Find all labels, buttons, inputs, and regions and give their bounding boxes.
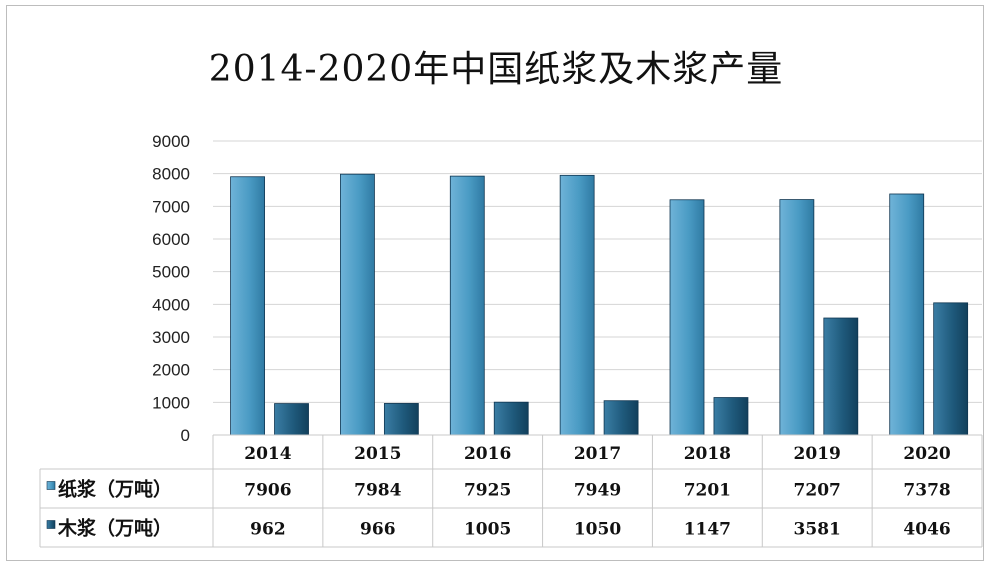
data-label: 1050 [574,520,621,540]
y-tick-label: 7000 [152,197,190,216]
data-label: 1005 [464,520,511,540]
bar-pulp [230,176,265,436]
data-label: 7984 [354,481,401,501]
data-label: 966 [360,520,396,540]
data-label: 7378 [903,481,950,501]
x-category-label: 2016 [464,444,511,464]
x-category-label: 2019 [794,444,841,464]
data-label: 962 [250,520,286,540]
data-label: 7925 [464,481,511,501]
legend-swatch [46,520,56,529]
bar-wood-pulp [274,403,309,436]
y-tick-label: 4000 [152,295,190,314]
bar-pulp [889,193,925,436]
y-tick-label: 6000 [152,230,190,249]
y-tick-label: 5000 [152,263,190,282]
bar-wood-pulp [933,302,969,436]
bar-wood-pulp [493,401,529,436]
data-label: 7207 [794,481,841,501]
y-tick-label: 8000 [152,165,190,184]
bar-pulp [669,199,705,436]
y-tick-label: 2000 [152,361,190,380]
bar-pulp [340,173,375,436]
data-label: 7201 [684,481,731,501]
data-label: 4046 [903,520,950,540]
bar-wood-pulp [713,397,749,436]
bar-pulp [449,175,485,436]
bar-pulp [559,174,595,436]
y-tick-label: 3000 [152,328,190,347]
data-label: 3581 [794,520,841,540]
data-label: 7906 [244,481,291,501]
x-category-label: 2017 [574,444,621,464]
bar-wood-pulp [823,317,859,436]
data-label: 1147 [684,520,731,540]
y-tick-label: 1000 [152,393,190,412]
x-category-label: 2015 [354,444,401,464]
legend-swatch [46,481,56,490]
y-tick-label: 0 [181,426,190,445]
chart-title: 2014-2020年中国纸浆及木浆产量 [208,49,784,90]
legend-label: 木浆（万吨） [57,517,172,540]
x-category-label: 2018 [684,444,731,464]
x-category-label: 2014 [244,444,291,464]
bar-wood-pulp [603,400,639,436]
legend-label: 纸浆（万吨） [58,478,172,501]
y-tick-label: 9000 [152,132,190,151]
x-category-label: 2020 [903,444,950,464]
bar-pulp [779,199,815,436]
bar-wood-pulp [383,403,419,436]
chart-frame [6,5,984,561]
data-label: 7949 [574,481,621,501]
